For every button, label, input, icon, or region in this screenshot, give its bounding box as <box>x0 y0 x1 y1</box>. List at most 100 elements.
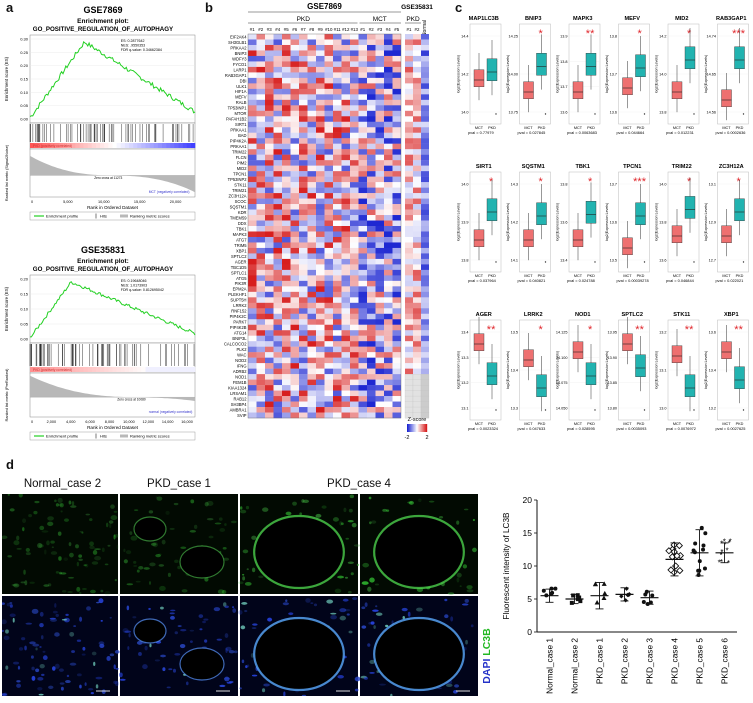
heatmap-cell <box>341 280 350 287</box>
heatmap-cell <box>299 291 308 298</box>
heatmap-cell <box>299 242 308 249</box>
heatmap-cell <box>392 324 401 331</box>
heatmap-cell <box>248 385 257 391</box>
heatmap-cell <box>273 297 282 303</box>
heatmap-cell <box>307 154 316 161</box>
gsea-ytick: 0.20 <box>20 277 29 282</box>
heatmap-cell <box>384 154 393 161</box>
heatmap-cell <box>273 160 282 166</box>
scatter-ylabel: Fluorescent intensity of LC3B <box>502 512 511 619</box>
heatmap-group-mct: MCT <box>373 16 387 23</box>
heatmap-cell <box>375 291 384 298</box>
heatmap-cell <box>282 286 291 293</box>
heatmap-cell <box>265 171 274 177</box>
heatmap-col-label: #12 <box>342 27 350 32</box>
heatmap-cell <box>384 198 393 205</box>
tissue-speck <box>43 584 50 587</box>
heatmap-cell <box>367 160 376 166</box>
heatmap-cell <box>350 50 359 57</box>
heatmap-cell <box>413 99 421 106</box>
tissue-speck <box>288 612 294 616</box>
heatmap-cell <box>290 330 299 336</box>
zscore-bar-cell <box>422 424 424 432</box>
gsea-xtick: 0 <box>31 420 33 424</box>
heatmap-cell <box>307 61 316 68</box>
tissue-speck <box>55 571 60 574</box>
zscore-bar-cell <box>424 424 426 432</box>
heatmap-cell <box>384 374 393 380</box>
gsea-xtick: 14,000 <box>162 420 174 424</box>
heatmap-cell <box>273 324 282 331</box>
heatmap-cell <box>316 193 325 199</box>
heatmap-cell <box>350 165 359 172</box>
heatmap-cell <box>256 72 265 79</box>
boxplot-box-mct <box>473 69 485 87</box>
tissue-speck <box>364 602 368 607</box>
heatmap-cell <box>358 77 367 84</box>
boxplot-ytick: 14.2 <box>659 35 666 39</box>
boxplot-ytick: 13.90 <box>607 356 617 360</box>
gsea-legend-swatch <box>120 214 128 218</box>
tissue-speck <box>159 585 166 592</box>
heatmap-cell <box>350 121 359 128</box>
heatmap-cell <box>367 390 376 397</box>
data-point <box>696 572 701 577</box>
heatmap-cell <box>341 352 350 358</box>
micrograph-normal-case-2-merge <box>2 596 118 696</box>
heatmap-cell <box>282 297 291 303</box>
heatmap-cell <box>350 204 359 210</box>
heatmap-cell <box>299 165 308 172</box>
heatmap-cell <box>316 220 325 227</box>
tissue-speck <box>143 567 150 570</box>
heatmap-cell <box>367 193 376 199</box>
heatmap-cell <box>384 94 393 101</box>
tissue-speck <box>81 531 84 534</box>
gsea-gradient-cell <box>145 143 150 148</box>
tissue-speck <box>189 629 195 632</box>
heatmap-cell <box>265 61 274 68</box>
heatmap-cell <box>392 401 401 408</box>
heatmap-cell <box>405 132 413 139</box>
heatmap-cell <box>341 335 350 342</box>
gsea-ytick: 0.05 <box>20 322 29 327</box>
gsea-enrichment-curve <box>30 281 196 338</box>
heatmap-cell <box>256 149 265 155</box>
heatmap-cell <box>265 132 274 139</box>
gsea-plot-gse7869: GSE7869 Enrichment plot: GO_POSITIVE_REGUL… <box>0 0 205 240</box>
heatmap-cell <box>413 34 421 40</box>
heatmap-cell <box>316 50 325 57</box>
significance-star: * <box>588 324 593 336</box>
heatmap-cell <box>367 412 376 419</box>
tissue-speck <box>107 544 111 547</box>
heatmap-cell <box>333 231 342 238</box>
heatmap-col-label: #3 <box>267 27 272 32</box>
heatmap-row-label: TP53INP2 <box>228 177 248 182</box>
tissue-speck <box>189 640 193 643</box>
tissue-speck <box>177 565 181 570</box>
heatmap-cell <box>299 247 308 254</box>
tissue-speck <box>241 602 248 605</box>
heatmap-cell <box>248 105 257 111</box>
heatmap-cell <box>265 280 274 287</box>
heatmap-cell <box>341 330 350 336</box>
zscore-bar-cell <box>420 424 422 432</box>
heatmap-row-label: XBP1 <box>236 248 247 253</box>
heatmap-cell <box>341 253 350 260</box>
gsea-gradient-cell <box>190 143 196 148</box>
heatmap-cell <box>341 297 350 303</box>
heatmap-cell <box>413 182 421 188</box>
heatmap-cell <box>392 99 401 106</box>
heatmap-row-label: BNIP3 <box>235 51 248 56</box>
heatmap-cell <box>341 55 350 62</box>
heatmap-cell <box>420 384 430 391</box>
heatmap-cell <box>290 341 299 347</box>
heatmap-cell <box>358 330 367 336</box>
heatmap-cell <box>341 61 350 68</box>
tissue-speck <box>135 580 141 583</box>
heatmap-cell <box>341 319 350 325</box>
heatmap-cell <box>265 319 274 325</box>
heatmap-cell <box>367 99 376 106</box>
cyst-lumen <box>373 514 465 590</box>
heatmap-cell <box>273 308 282 314</box>
heatmap-cell <box>392 66 401 73</box>
